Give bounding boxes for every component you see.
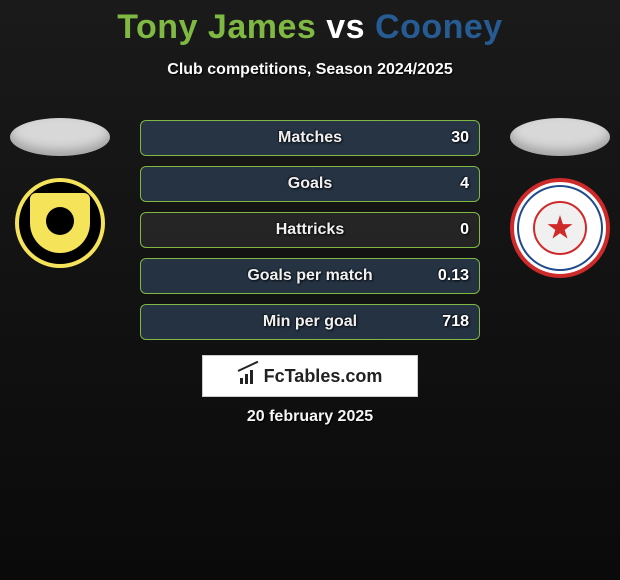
stat-row: Hattricks0 <box>140 212 480 248</box>
stat-label: Min per goal <box>191 313 429 331</box>
stats-table: Matches30 Goals4 Hattricks0 Goals per match… <box>140 120 480 340</box>
brand-box: FcTables.com <box>202 355 418 397</box>
stat-value-right: 4 <box>429 175 469 193</box>
player1-crest <box>15 178 105 268</box>
player1-column <box>0 118 120 268</box>
stat-row: Goals per match0.13 <box>140 258 480 294</box>
crest-shield-icon <box>30 193 90 253</box>
stat-label: Matches <box>191 129 429 147</box>
stat-label: Goals <box>191 175 429 193</box>
stat-row: Goals4 <box>140 166 480 202</box>
stat-label: Hattricks <box>191 221 429 239</box>
player1-name: Tony James <box>117 8 316 46</box>
vs-text: vs <box>326 8 365 46</box>
comparison-title: Tony James vs Cooney <box>0 0 620 47</box>
stat-value-right: 718 <box>429 313 469 331</box>
subtitle: Club competitions, Season 2024/2025 <box>0 61 620 79</box>
player1-silhouette <box>10 118 110 156</box>
player2-crest <box>510 178 610 278</box>
stat-row: Matches30 <box>140 120 480 156</box>
stat-row: Min per goal718 <box>140 304 480 340</box>
stat-value-right: 0 <box>429 221 469 239</box>
stat-value-right: 0.13 <box>429 267 469 285</box>
brand-text: FcTables.com <box>264 366 383 387</box>
player2-silhouette <box>510 118 610 156</box>
chart-icon <box>238 368 258 384</box>
player2-column <box>500 118 620 278</box>
stat-value-right: 30 <box>429 129 469 147</box>
date-text: 20 february 2025 <box>0 408 620 426</box>
player2-name: Cooney <box>375 8 503 46</box>
stat-label: Goals per match <box>191 267 429 285</box>
